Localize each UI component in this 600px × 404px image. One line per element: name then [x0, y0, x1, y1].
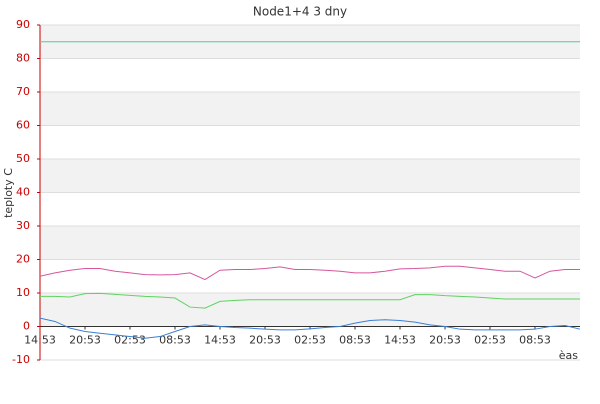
series-line [40, 292, 580, 309]
x-tick-label: 08:53 [339, 334, 371, 347]
y-tick-label: 60 [16, 119, 30, 132]
y-tick-label: -10 [12, 353, 30, 366]
x-tick-label: 08:53 [519, 334, 551, 347]
grid-band [40, 92, 580, 126]
y-tick-label: 30 [16, 219, 30, 232]
x-tick-label: 08:53 [159, 334, 191, 347]
grid-band [40, 293, 580, 327]
y-tick-label: 90 [16, 18, 30, 31]
y-tick-label: 20 [16, 253, 30, 266]
x-tick-label: 20:53 [69, 334, 101, 347]
chart-title: Node1+4 3 dny [253, 5, 347, 19]
series-line [39, 317, 581, 339]
y-tick-label: 40 [16, 186, 30, 199]
x-tick-label: 02:53 [474, 334, 506, 347]
x-tick-label: 20:53 [249, 334, 281, 347]
x-tick-label: 02:53 [294, 334, 326, 347]
y-tick-label: 70 [16, 85, 30, 98]
y-tick-label: 50 [16, 152, 30, 165]
x-axis-label: èas [559, 349, 579, 362]
y-tick-label: 0 [23, 320, 30, 333]
x-tick-label: 02:53 [114, 334, 146, 347]
grid-band [40, 226, 580, 260]
y-tick-label: 80 [16, 52, 30, 65]
y-axis-label: teploty C [2, 168, 15, 218]
series-line [39, 265, 580, 281]
x-tick-label: 20:53 [429, 334, 461, 347]
x-tick-label: 14:53 [204, 334, 236, 347]
x-tick-label: 14:53 [384, 334, 416, 347]
y-tick-label: 10 [16, 286, 30, 299]
grid-band [40, 159, 580, 193]
